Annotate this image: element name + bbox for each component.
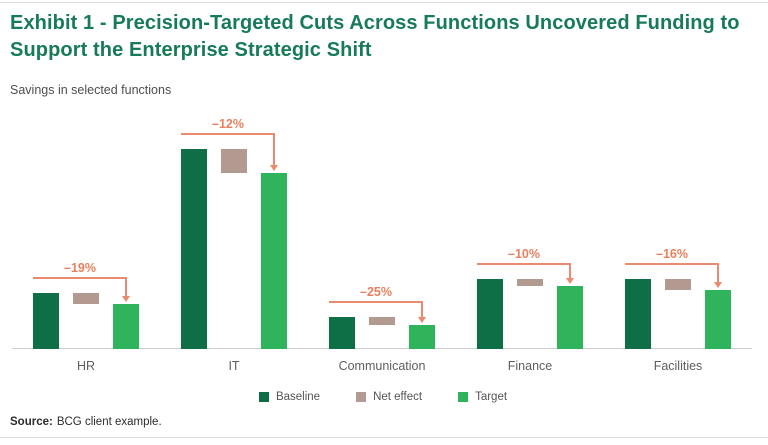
target-bar: [113, 303, 139, 350]
baseline-bar: [181, 149, 207, 350]
delta-arrow-head: [121, 295, 130, 302]
delta-arrow-head: [713, 282, 722, 289]
delta-arrow-head: [565, 278, 574, 285]
delta-arrow-stem: [125, 277, 127, 296]
delta-arrow-stem: [717, 263, 719, 283]
category-label: Finance: [507, 359, 553, 374]
net-effect-bar: [221, 149, 247, 174]
chart: –19% HR –12% IT –25% Communication –10% Finance…: [12, 103, 752, 375]
delta-arrow-head: [269, 165, 278, 172]
delta-arrow-head: [417, 317, 426, 324]
bar-cluster: [604, 279, 752, 350]
target-bar: [409, 325, 435, 350]
chart-group-communication: –25% Communication: [308, 103, 456, 375]
x-axis-line: [12, 348, 752, 350]
category-label: Facilities: [653, 359, 703, 374]
chart-group-finance: –10% Finance: [456, 103, 604, 375]
delta-label: –10%: [508, 247, 540, 262]
source-text: BCG client example.: [56, 416, 162, 429]
baseline-bar: [33, 293, 59, 350]
target-bar: [261, 173, 287, 350]
delta-arrow-line: [329, 301, 423, 304]
target-bar: [557, 286, 583, 350]
chart-subtitle: Savings in selected functions: [10, 83, 172, 98]
net-effect-bar: [665, 279, 691, 291]
top-divider: [0, 2, 768, 3]
delta-arrow-line: [477, 263, 571, 266]
delta-arrow-line: [181, 133, 275, 136]
delta-label: –19%: [64, 261, 96, 276]
bottom-divider: [0, 437, 768, 438]
bar-cluster: [12, 293, 160, 350]
delta-label: –16%: [656, 247, 688, 262]
legend-label: Net effect: [373, 391, 423, 404]
legend-swatch: [458, 392, 469, 403]
category-label: IT: [228, 359, 240, 374]
baseline-bar: [329, 317, 355, 350]
baseline-bar: [625, 279, 651, 350]
source-note: Source: BCG client example.: [10, 416, 756, 428]
bar-cluster: [308, 317, 456, 350]
bar-cluster: [456, 279, 604, 350]
source-label: Source:: [10, 416, 53, 429]
legend-label: Baseline: [275, 391, 321, 404]
delta-arrow-stem: [421, 301, 423, 318]
delta-label: –12%: [212, 117, 244, 132]
delta-arrow-stem: [273, 133, 275, 166]
legend-item-target: Target: [458, 391, 507, 403]
delta-arrow-stem: [569, 263, 571, 279]
legend-item-baseline: Baseline: [258, 391, 321, 404]
exhibit-title: Exhibit 1 - Precision-Targeted Cuts Acro…: [10, 12, 740, 61]
bar-cluster: [160, 149, 308, 350]
delta-label: –25%: [360, 285, 392, 300]
legend-item-net-effect: Net effect: [356, 391, 422, 403]
legend: Baseline Net effect Target: [10, 391, 756, 403]
delta-arrow-line: [33, 277, 127, 280]
target-bar: [705, 290, 731, 350]
delta-arrow-line: [625, 263, 719, 266]
net-effect-bar: [517, 279, 543, 287]
baseline-bar: [477, 279, 503, 350]
category-label: Communication: [338, 359, 426, 374]
category-label: HR: [76, 359, 96, 374]
net-effect-bar: [73, 293, 99, 304]
legend-label: Target: [475, 391, 508, 404]
chart-group-hr: –19% HR: [12, 103, 160, 375]
net-effect-bar: [369, 317, 395, 326]
legend-swatch: [258, 392, 269, 403]
chart-group-facilities: –16% Facilities: [604, 103, 752, 375]
legend-swatch: [356, 392, 367, 403]
chart-group-it: –12% IT: [160, 103, 308, 375]
